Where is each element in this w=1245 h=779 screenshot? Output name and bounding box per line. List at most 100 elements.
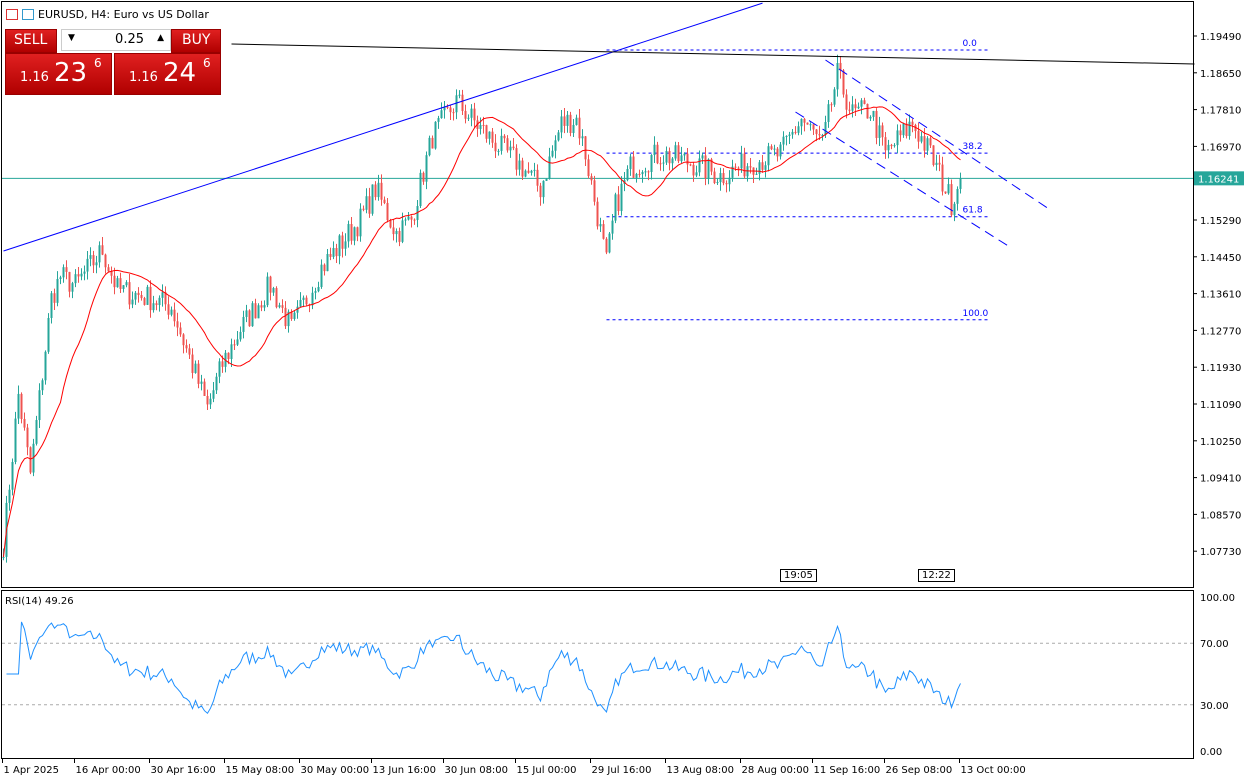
candle-body (794, 131, 797, 133)
price-tick-label: 1.11090 (1200, 400, 1241, 411)
candle-body (149, 286, 152, 311)
candle-body (791, 131, 794, 135)
candle-body (392, 227, 395, 235)
candle-body (227, 352, 230, 359)
candle-body (572, 124, 575, 134)
volume-input[interactable]: 0.25 (115, 32, 144, 47)
candle-body (263, 305, 266, 308)
candle-body (359, 208, 362, 237)
candle-body (29, 447, 32, 473)
candle-body (935, 162, 938, 165)
candle-body (89, 255, 92, 259)
candle-body (194, 363, 197, 373)
candle-body (848, 109, 851, 111)
candle-body (824, 121, 827, 135)
candle-body (107, 267, 110, 272)
fibonacci-level-label: 38.2 (963, 142, 983, 152)
rsi-plot-frame (1, 590, 1194, 759)
market-watch-icon[interactable] (6, 9, 18, 20)
candle-body (566, 114, 569, 126)
candle-body (641, 172, 644, 175)
candle-body (158, 297, 161, 306)
candle-body (35, 420, 38, 444)
candle-body (74, 274, 77, 284)
candle-body (812, 124, 815, 130)
buy-button[interactable]: BUY (171, 29, 221, 53)
candle-body (884, 137, 887, 151)
candle-body (434, 121, 437, 149)
candle-body (41, 380, 44, 391)
candle-body (317, 286, 320, 292)
sell-price[interactable]: 1.16 23 6 (5, 53, 112, 95)
candle-body (602, 224, 605, 239)
chart-icon[interactable] (22, 9, 34, 20)
candle-body (722, 173, 725, 184)
candle-body (521, 160, 524, 177)
candle-body (557, 132, 560, 141)
candle-body (611, 220, 614, 234)
candle-body (953, 203, 956, 216)
candle-body (236, 339, 239, 345)
candle-body (719, 173, 722, 183)
candle-body (608, 233, 611, 253)
candle-body (329, 254, 332, 257)
candle-body (365, 196, 368, 210)
candle-body (821, 134, 824, 136)
volume-stepper[interactable]: ▼ 0.25 ▲ (61, 29, 171, 51)
candle-body (785, 135, 788, 137)
candle-body (626, 168, 629, 181)
candle-body (896, 130, 899, 146)
candle-body (59, 277, 62, 279)
candle-body (428, 137, 431, 156)
candle-body (818, 134, 821, 136)
candle-body (833, 89, 836, 105)
one-click-trading-panel: SELL ▼ 0.25 ▲ BUY 1.16 23 6 1.16 24 6 (5, 29, 221, 95)
candle-body (710, 159, 713, 172)
rsi-tick-label: 0.00 (1200, 747, 1222, 758)
candle-body (362, 208, 365, 210)
chart-title-bar: EURUSD, H4: Euro vs US Dollar (6, 8, 209, 21)
candle-body (134, 292, 137, 300)
event-marker[interactable]: 12:22 (918, 569, 955, 582)
candle-body (836, 62, 839, 90)
candle-body (830, 104, 833, 106)
candle-body (119, 278, 122, 289)
candle-body (230, 344, 233, 359)
candle-body (659, 163, 662, 165)
candle-body (101, 245, 104, 255)
candle-body (704, 155, 707, 179)
candle-body (593, 180, 596, 202)
candle-body (671, 158, 674, 164)
candle-body (701, 155, 704, 159)
buy-price-big: 24 (163, 58, 197, 88)
buy-price[interactable]: 1.16 24 6 (114, 53, 221, 95)
candle-body (647, 171, 650, 173)
candle-body (233, 344, 236, 346)
candle-body (140, 295, 143, 299)
candle-body (320, 264, 323, 287)
candle-body (188, 348, 191, 355)
candle-body (23, 419, 26, 428)
candle-body (305, 297, 308, 305)
candle-body (740, 153, 743, 169)
event-marker[interactable]: 19:05 (780, 569, 817, 582)
candle-body (293, 312, 296, 319)
candle-body (2, 556, 5, 558)
volume-down-icon[interactable]: ▼ (68, 33, 75, 43)
sell-price-big: 23 (54, 58, 88, 88)
price-tick-label: 1.19490 (1200, 32, 1241, 43)
time-label: 13 Oct 00:00 (961, 765, 1026, 776)
candle-body (638, 173, 641, 175)
sell-button[interactable]: SELL (5, 29, 57, 53)
volume-up-icon[interactable]: ▲ (157, 33, 164, 43)
candle-body (11, 461, 14, 490)
candle-body (95, 262, 98, 266)
candle-body (71, 283, 74, 292)
candle-body (917, 131, 920, 142)
candle-body (65, 267, 68, 272)
candle-body (128, 282, 131, 305)
candle-body (632, 156, 635, 178)
candle-body (131, 299, 134, 305)
candle-body (851, 104, 854, 111)
